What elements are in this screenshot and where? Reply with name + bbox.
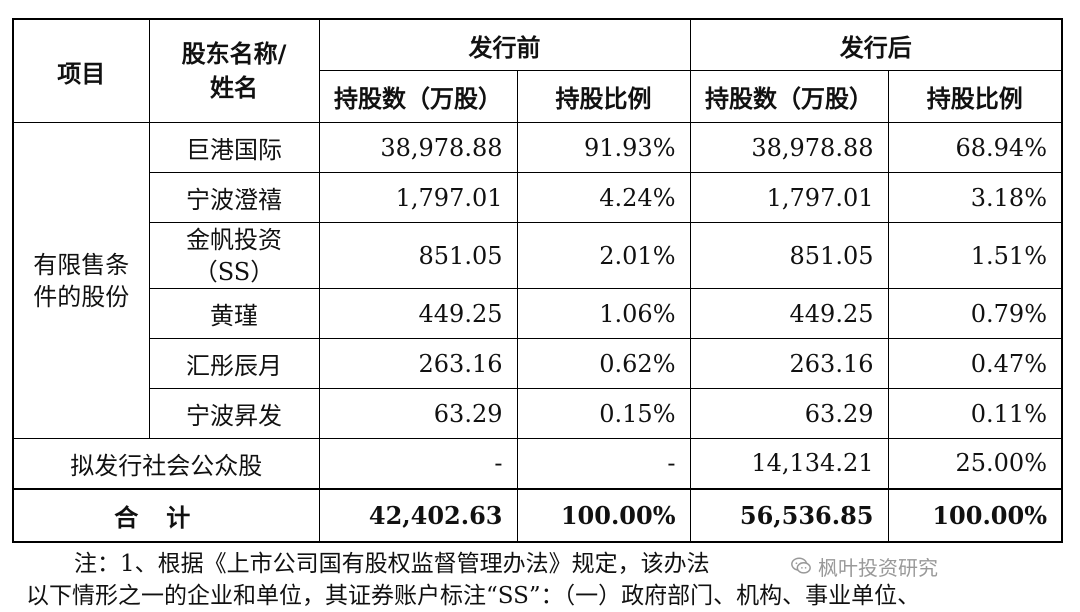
table-row: 宁波昇发 63.29 0.15% 63.29 0.11% xyxy=(13,388,1063,439)
header-item: 项目 xyxy=(12,18,150,123)
footnotes: 注：1、根据《上市公司国有股权监督管理办法》规定，该办法 以下情形之一的企业和单… xyxy=(26,548,1076,612)
table-row: 汇彤辰月 263.16 0.62% 263.16 0.47% xyxy=(13,338,1063,389)
holder-name: 黄瑾 xyxy=(148,288,320,339)
before-shares: 263.16 xyxy=(318,338,518,389)
holder-name: 金帆投资（SS） xyxy=(148,222,320,289)
total-after-ratio: 100.00% xyxy=(887,487,1063,542)
holder-name: 宁波昇发 xyxy=(148,388,320,439)
public-shares-row: 拟发行社会公众股 - - 14,134.21 25.00% xyxy=(12,438,1063,489)
after-shares: 14,134.21 xyxy=(689,438,889,489)
before-ratio: 2.01% xyxy=(516,222,691,289)
after-shares: 38,978.88 xyxy=(689,122,889,173)
after-ratio: 25.00% xyxy=(887,438,1063,489)
before-shares: 38,978.88 xyxy=(318,122,518,173)
header-before-ratio: 持股比例 xyxy=(516,70,691,123)
after-shares: 1,797.01 xyxy=(689,172,889,223)
group-label-text: 有限售条件的股份 xyxy=(33,250,130,311)
holder-name: 巨港国际 xyxy=(148,122,320,173)
holder-name: 宁波澄禧 xyxy=(148,172,320,223)
header-before: 发行前 xyxy=(318,18,691,71)
footnote-line-2: 以下情形之一的企业和单位，其证券账户标注“SS”：（一）政府部门、机构、事业单位… xyxy=(26,583,921,609)
before-shares: 449.25 xyxy=(318,288,518,339)
after-ratio: 3.18% xyxy=(887,172,1063,223)
after-ratio: 0.79% xyxy=(887,288,1063,339)
header-holder: 股东名称/姓名 xyxy=(148,18,320,123)
after-ratio: 1.51% xyxy=(887,222,1063,289)
header-before-shares: 持股数（万股） xyxy=(318,70,518,123)
total-before-ratio: 100.00% xyxy=(516,487,691,542)
after-ratio: 68.94% xyxy=(887,122,1063,173)
after-ratio: 0.11% xyxy=(887,388,1063,439)
after-shares: 63.29 xyxy=(689,388,889,439)
before-shares: 1,797.01 xyxy=(318,172,518,223)
before-shares: 63.29 xyxy=(318,388,518,439)
holder-name: 汇彤辰月 xyxy=(148,338,320,389)
header-holder-text: 股东名称/姓名 xyxy=(181,40,287,102)
table-row: 金帆投资（SS） 851.05 2.01% 851.05 1.51% xyxy=(13,222,1063,289)
before-ratio: 1.06% xyxy=(516,288,691,339)
after-shares: 851.05 xyxy=(689,222,889,289)
holder-name-text: 金帆投资（SS） xyxy=(186,225,282,286)
total-row: 合计 42,402.63 100.00% 56,536.85 100.00% xyxy=(12,487,1063,542)
watermark-text: 枫叶投资研究 xyxy=(818,555,938,580)
after-ratio: 0.47% xyxy=(887,338,1063,389)
before-shares: - xyxy=(318,438,518,489)
before-shares: 851.05 xyxy=(318,222,518,289)
header-after-ratio: 持股比例 xyxy=(887,70,1063,123)
total-label: 合计 xyxy=(12,487,320,542)
group-label: 有限售条件的股份 xyxy=(12,122,150,439)
table-row: 有限售条件的股份 巨港国际 38,978.88 91.93% 38,978.88… xyxy=(12,122,1063,439)
after-shares: 263.16 xyxy=(689,338,889,389)
after-shares: 449.25 xyxy=(689,288,889,339)
table-row: 黄瑾 449.25 1.06% 449.25 0.79% xyxy=(13,288,1063,339)
wechat-icon xyxy=(791,557,811,574)
public-shares-label: 拟发行社会公众股 xyxy=(12,438,320,489)
before-ratio: 0.15% xyxy=(516,388,691,439)
shareholding-table: 项目 股东名称/姓名 发行前 发行后 持股数（万股） 持股比例 持股数（万股） … xyxy=(12,18,1063,543)
table-row: 宁波澄禧 1,797.01 4.24% 1,797.01 3.18% xyxy=(13,172,1063,223)
header-after: 发行后 xyxy=(689,18,1063,71)
before-ratio: - xyxy=(516,438,691,489)
before-ratio: 91.93% xyxy=(516,122,691,173)
total-after-shares: 56,536.85 xyxy=(689,487,889,542)
total-before-shares: 42,402.63 xyxy=(318,487,518,542)
header-after-shares: 持股数（万股） xyxy=(689,70,889,123)
watermark: 枫叶投资研究 xyxy=(790,552,1060,580)
before-ratio: 4.24% xyxy=(516,172,691,223)
before-ratio: 0.62% xyxy=(516,338,691,389)
footnote-line-1: 注：1、根据《上市公司国有股权监督管理办法》规定，该办法 xyxy=(74,551,710,577)
